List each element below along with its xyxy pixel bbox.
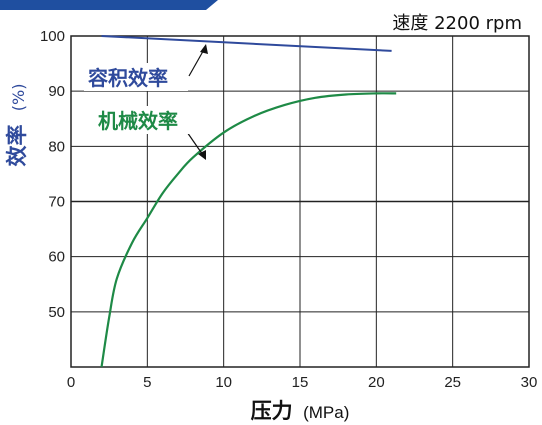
grid xyxy=(71,36,529,367)
speed-label: 速度 2200 rpm xyxy=(392,13,522,34)
x-tick-label-10: 10 xyxy=(215,374,232,391)
annotation-volumetric: 容积效率 xyxy=(88,66,168,90)
x-tick-label-0: 0 xyxy=(67,374,75,391)
y-axis-title-unit: (%) xyxy=(9,84,28,112)
y-tick-label-100: 100 xyxy=(40,28,65,45)
x-tick-label-15: 15 xyxy=(292,374,309,391)
x-tick-label-5: 5 xyxy=(143,374,151,391)
annotation-bg-mechanical xyxy=(94,106,198,134)
series-line-volumetric xyxy=(101,35,392,52)
x-axis-title-main: 压力 xyxy=(251,399,293,423)
y-axis-title-main: 效率 xyxy=(5,125,29,167)
annotation-arrowhead-mechanical xyxy=(198,150,206,160)
annotation-mechanical: 机械效率 xyxy=(98,109,178,133)
x-axis-title-unit: (MPa) xyxy=(303,403,349,422)
annotation-bg-volumetric xyxy=(84,63,188,91)
x-tick-label-20: 20 xyxy=(368,374,385,391)
header-banner xyxy=(0,0,218,10)
y-tick-label-80: 80 xyxy=(48,138,65,155)
x-tick-label-25: 25 xyxy=(444,374,461,391)
y-tick-labels: 50 60 70 80 90 100 xyxy=(40,28,65,321)
x-tick-label-30: 30 xyxy=(521,374,538,391)
y-tick-label-60: 60 xyxy=(48,249,65,266)
y-axis-title: 效率 (%) xyxy=(5,84,29,167)
plot-frame xyxy=(70,35,530,368)
y-tick-label-50: 50 xyxy=(48,304,65,321)
series-line-mechanical xyxy=(100,92,397,368)
y-tick-label-90: 90 xyxy=(48,83,65,100)
svg-text:效率 (%): 效率 (%) xyxy=(5,84,29,167)
y-tick-label-70: 70 xyxy=(48,194,65,211)
annotation-arrowhead-volumetric xyxy=(200,44,208,54)
x-axis-title: 压力 (MPa) xyxy=(251,399,350,423)
x-tick-labels: 0 5 10 15 20 25 30 xyxy=(67,374,538,391)
